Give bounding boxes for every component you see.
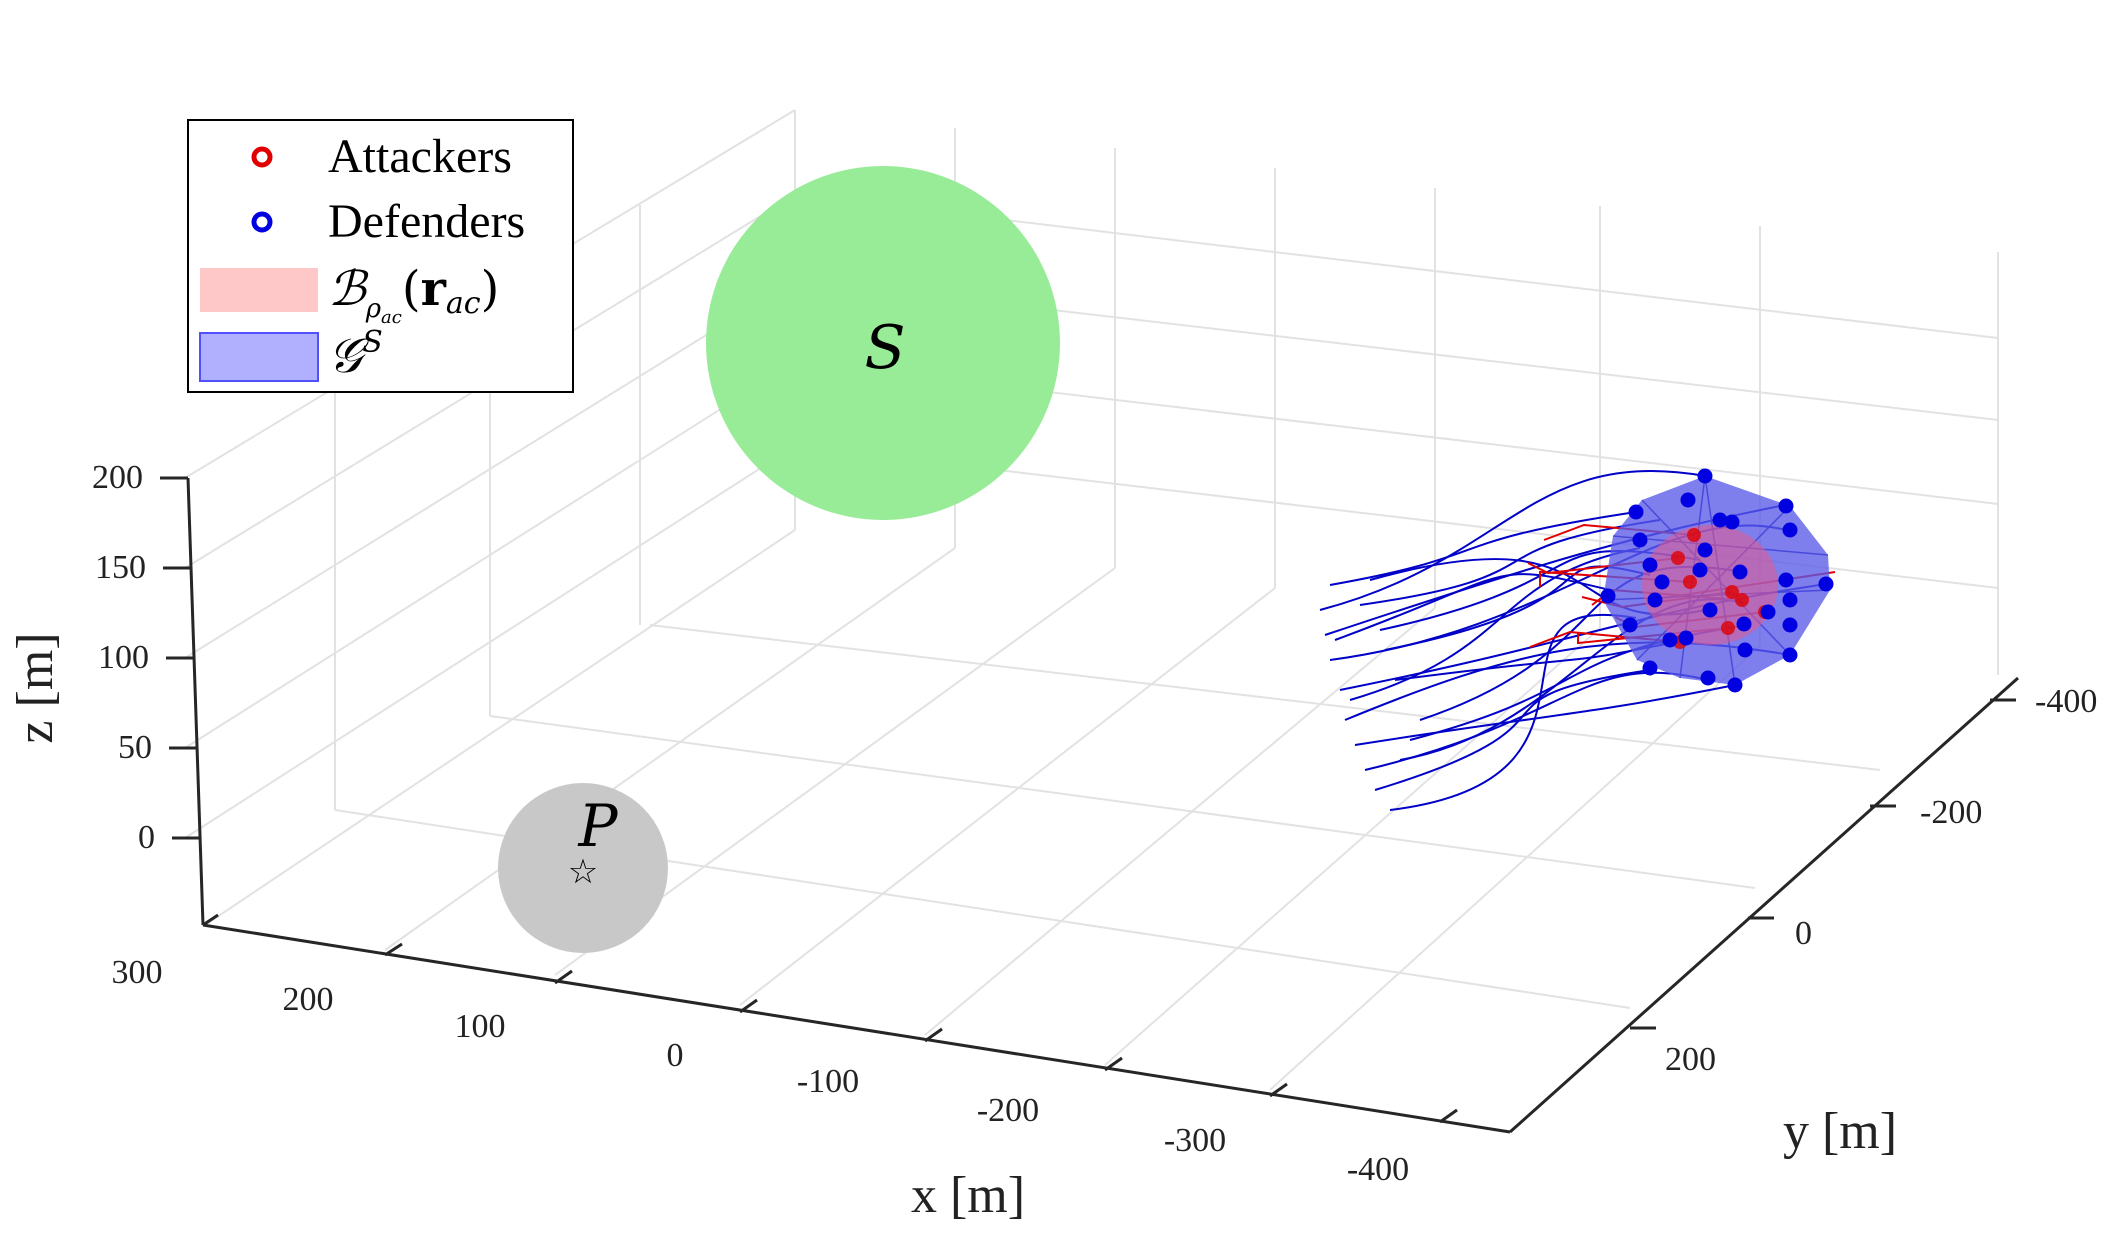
attacker-marker [1735,593,1749,607]
defender-marker [1628,504,1644,520]
defender-marker [1702,602,1718,618]
legend-label-hull: 𝒢S [328,325,383,384]
defender-trajectory [1354,684,1736,746]
defender-marker [1642,660,1658,676]
z-tick-label: 150 [95,549,146,586]
y-tick-labels: -400 -200 0 200 [1665,683,2097,1078]
defender-marker [1782,592,1798,608]
attacker-marker [1721,621,1735,635]
y-tick-label: 0 [1795,915,1812,952]
x-tick-label: -300 [1164,1122,1226,1159]
defender-marker [1697,542,1713,558]
defender-marker [1724,514,1740,530]
y-tick-label: -400 [2035,683,2097,720]
legend-label-attackers: Attackers [328,130,512,183]
star-icon: ☆ [568,852,598,892]
defender-trajectory [1319,470,1706,611]
x-axis [202,923,1511,1134]
defender-marker [1700,670,1716,686]
defender-marker [1782,647,1798,663]
defender-trajectory [1329,511,1637,586]
defender-marker [1760,604,1776,620]
defender-marker [1712,512,1728,528]
safe-region: S [706,166,1060,520]
defender-marker-icon [251,211,273,233]
x-tick-label: 0 [667,1037,684,1074]
x-tick-label: -100 [797,1063,859,1100]
z-tick-label: 0 [138,819,155,856]
defender-trajectory [1364,671,1709,771]
y-tick-label: 200 [1665,1041,1716,1078]
attacker-marker-icon [251,146,273,168]
defender-markers [1600,468,1834,693]
y-tick-label: -200 [1920,794,1982,831]
attacker-marker [1683,575,1697,589]
defender-marker [1778,498,1794,514]
hull-patch [199,332,319,382]
legend-item-defenders: Defenders [251,195,525,248]
defender-marker [1680,492,1696,508]
defender-marker [1622,617,1638,633]
defender-marker [1737,642,1753,658]
x-tick-labels: 300 200 100 0 -100 -200 -300 -400 [112,954,1410,1188]
defender-marker [1818,576,1834,592]
defender-marker [1642,557,1658,573]
defender-trajectory [1389,613,1637,811]
defender-marker [1697,468,1713,484]
tick-marks [160,476,2016,1124]
defender-marker [1654,574,1670,590]
x-tick-label: 100 [455,1008,506,1045]
defender-marker [1782,522,1798,538]
defender-marker [1600,588,1616,604]
attack-ball-patch [200,268,318,312]
protected-region-label: P [577,792,618,860]
safe-region-sphere [706,166,1060,520]
defender-marker [1647,592,1663,608]
axes [186,477,2019,1134]
legend-label-defenders: Defenders [328,195,525,248]
defender-trajectory [1374,669,1651,791]
defender-marker [1632,532,1648,548]
legend: Attackers Defenders ℬρac(rac) 𝒢S [187,119,574,393]
defender-trajectory [1334,573,1611,641]
defender-marker [1782,617,1798,633]
x-tick-label: -200 [977,1092,1039,1129]
y-axis [1509,676,2019,1134]
z-axis-label: z [m] [7,632,64,743]
legend-label-attack-ball: ℬρac(rac) [328,261,499,328]
defender-marker [1778,572,1794,588]
x-tick-label: 200 [283,981,334,1018]
z-axis [186,477,205,926]
protected-region: P ☆ [498,783,668,953]
z-tick-label: 200 [92,459,143,496]
x-tick-label: 300 [112,954,163,991]
legend-item-attackers: Attackers [251,130,512,183]
x-tick-label: -400 [1347,1151,1409,1188]
protected-region-sphere [498,783,668,953]
x-axis-label: x [m] [911,1167,1025,1224]
defender-trajectory [1349,547,1641,701]
y-axis-label: y [m] [1783,1103,1897,1160]
z-tick-label: 50 [118,729,152,766]
attacker-marker [1687,528,1701,542]
defender-marker [1727,677,1743,693]
defender-marker [1736,616,1752,632]
defender-marker [1732,564,1748,580]
legend-item-attack-ball: ℬρac(rac) [200,261,499,328]
safe-region-label: S [864,313,905,383]
z-tick-label: 100 [98,639,149,676]
z-tick-labels: 200 150 100 50 0 [92,459,155,856]
legend-item-hull: 𝒢S [199,325,383,384]
attacker-marker [1671,551,1685,565]
defender-marker [1678,630,1694,646]
defender-trajectory [1359,519,1661,606]
defender-marker [1692,562,1708,578]
defender-marker [1662,632,1678,648]
attacker-marker [1725,585,1739,599]
